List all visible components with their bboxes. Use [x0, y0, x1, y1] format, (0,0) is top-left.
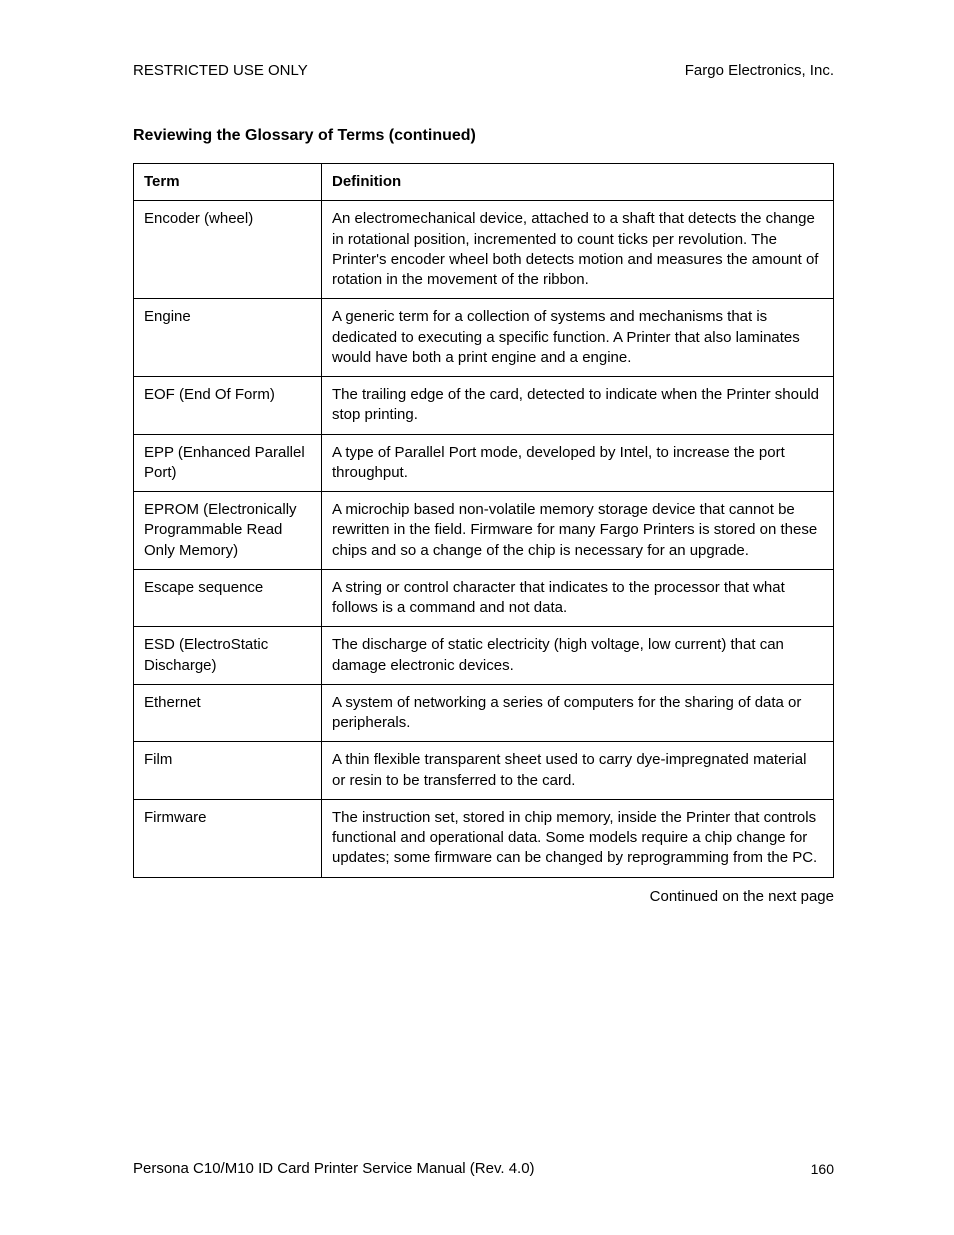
definition-cell: A string or control character that indic… — [322, 569, 834, 627]
definition-cell: A type of Parallel Port mode, developed … — [322, 434, 834, 492]
term-cell: Firmware — [134, 799, 322, 877]
definition-cell: The trailing edge of the card, detected … — [322, 377, 834, 435]
definition-cell: A system of networking a series of compu… — [322, 684, 834, 742]
term-cell: Encoder (wheel) — [134, 201, 322, 299]
definition-cell: A microchip based non-volatile memory st… — [322, 492, 834, 570]
section-title: Reviewing the Glossary of Terms (continu… — [133, 127, 834, 145]
header-left-text: RESTRICTED USE ONLY — [133, 62, 308, 79]
continuation-note: Continued on the next page — [133, 888, 834, 905]
table-row: Engine A generic term for a collection o… — [134, 299, 834, 377]
column-header-definition: Definition — [322, 164, 834, 201]
table-row: EPROM (Electronically Programmable Read … — [134, 492, 834, 570]
term-cell: ESD (ElectroStatic Discharge) — [134, 627, 322, 685]
table-row: Encoder (wheel) An electromechanical dev… — [134, 201, 834, 299]
definition-cell: A thin flexible transparent sheet used t… — [322, 742, 834, 800]
page-footer: Persona C10/M10 ID Card Printer Service … — [133, 1160, 834, 1177]
table-row: ESD (ElectroStatic Discharge) The discha… — [134, 627, 834, 685]
glossary-table: Term Definition Encoder (wheel) An elect… — [133, 163, 834, 878]
definition-cell: The discharge of static electricity (hig… — [322, 627, 834, 685]
header-right-text: Fargo Electronics, Inc. — [685, 62, 834, 79]
term-cell: Engine — [134, 299, 322, 377]
document-page: RESTRICTED USE ONLY Fargo Electronics, I… — [0, 0, 954, 1235]
table-row: Escape sequence A string or control char… — [134, 569, 834, 627]
page-header: RESTRICTED USE ONLY Fargo Electronics, I… — [133, 62, 834, 79]
definition-cell: The instruction set, stored in chip memo… — [322, 799, 834, 877]
term-cell: EPP (Enhanced Parallel Port) — [134, 434, 322, 492]
table-row: Film A thin flexible transparent sheet u… — [134, 742, 834, 800]
term-cell: Escape sequence — [134, 569, 322, 627]
table-row: EOF (End Of Form) The trailing edge of t… — [134, 377, 834, 435]
term-cell: EPROM (Electronically Programmable Read … — [134, 492, 322, 570]
table-header-row: Term Definition — [134, 164, 834, 201]
page-number: 160 — [811, 1161, 834, 1177]
definition-cell: An electromechanical device, attached to… — [322, 201, 834, 299]
term-cell: Ethernet — [134, 684, 322, 742]
table-row: Ethernet A system of networking a series… — [134, 684, 834, 742]
table-body: Encoder (wheel) An electromechanical dev… — [134, 201, 834, 877]
table-row: EPP (Enhanced Parallel Port) A type of P… — [134, 434, 834, 492]
table-row: Firmware The instruction set, stored in … — [134, 799, 834, 877]
term-cell: Film — [134, 742, 322, 800]
column-header-term: Term — [134, 164, 322, 201]
footer-left-text: Persona C10/M10 ID Card Printer Service … — [133, 1160, 535, 1177]
term-cell: EOF (End Of Form) — [134, 377, 322, 435]
definition-cell: A generic term for a collection of syste… — [322, 299, 834, 377]
